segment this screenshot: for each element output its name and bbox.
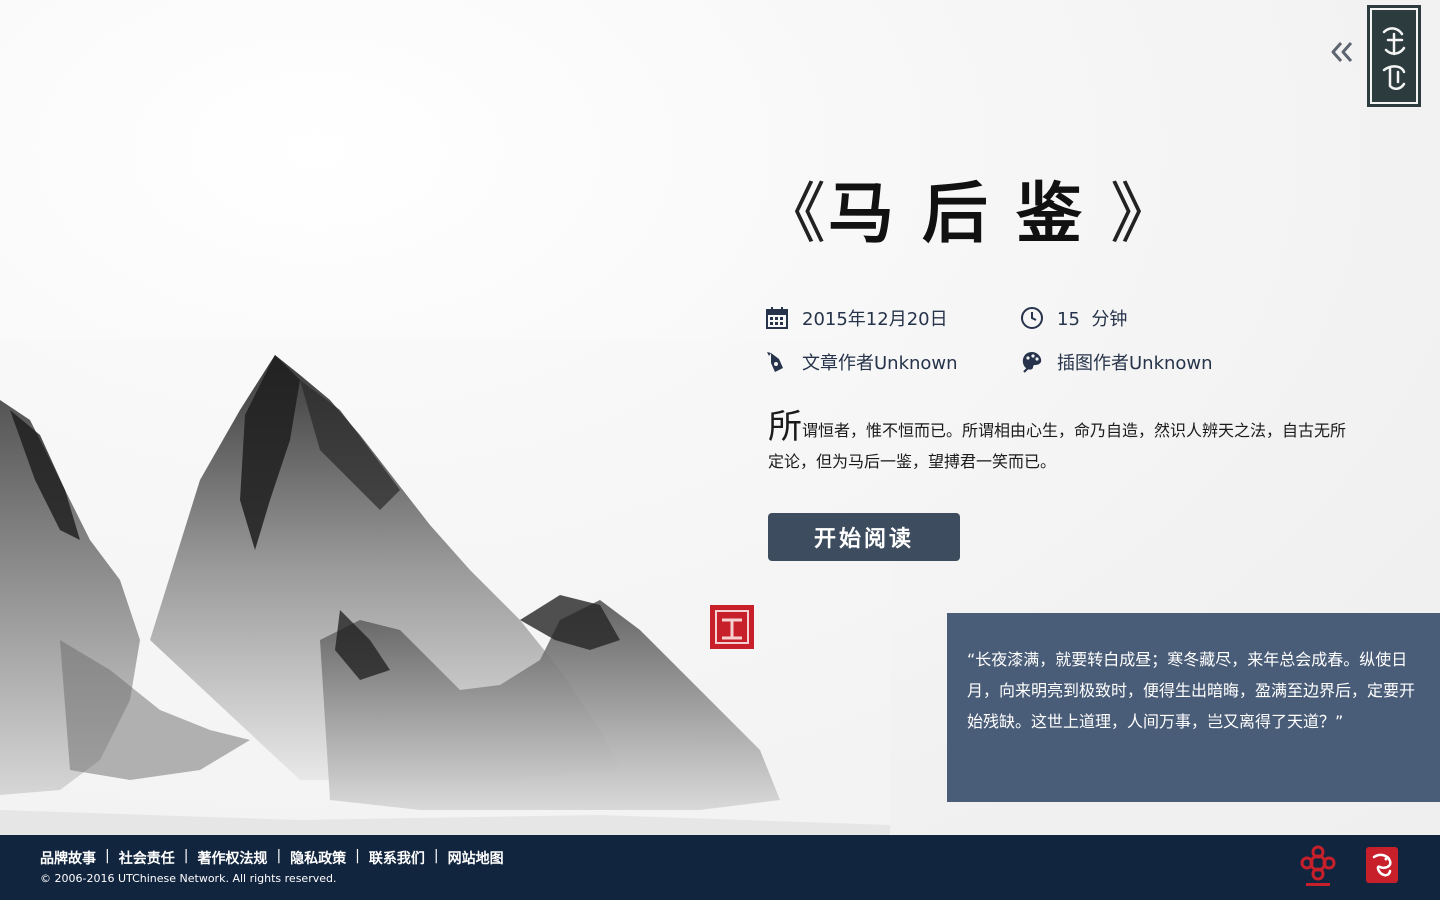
title-text: 马后鉴 bbox=[828, 174, 1110, 252]
publish-date: 2015年12月20日 bbox=[764, 304, 948, 332]
start-reading-button[interactable]: 开始阅读 bbox=[768, 513, 960, 561]
clock-icon bbox=[1019, 305, 1045, 331]
illustrator: 插图作者Unknown bbox=[1019, 348, 1213, 376]
footer-links: 品牌故事 | 社会责任 | 著作权法规 | 隐私政策 | 联系我们 | 网站地图 bbox=[40, 848, 504, 868]
illustrator-text: 插图作者Unknown bbox=[1057, 353, 1213, 374]
dragon-icon bbox=[1372, 853, 1392, 877]
calendar-icon bbox=[764, 305, 790, 331]
footer-link-contact-us[interactable]: 联系我们 bbox=[368, 851, 425, 867]
footer-separator: | bbox=[105, 848, 110, 864]
summary-text: 谓恒者，惟不恒而已。所谓相由心生，命乃自造，然识人辨天之法，自古无所定论，但为马… bbox=[768, 421, 1347, 471]
footer-link-social-responsibility[interactable]: 社会责任 bbox=[118, 851, 175, 867]
copyright-text: © 2006-2016 UTChinese Network. All right… bbox=[40, 872, 337, 885]
title-bracket-open: 《 bbox=[760, 175, 828, 252]
article-title: 《马后鉴》 bbox=[760, 168, 1220, 258]
footer-link-privacy-policy[interactable]: 隐私政策 bbox=[290, 851, 347, 867]
quote-text: “长夜漆满，就要转白成昼；寒冬藏尽，来年总会成春。纵使日月，向来明亮到极致时，便… bbox=[967, 650, 1416, 731]
article-summary: 所谓恒者，惟不恒而已。所谓相由心生，命乃自造，然识人辨天之法，自古无所定论，但为… bbox=[768, 410, 1358, 477]
palette-icon bbox=[1019, 349, 1045, 375]
calligraphy-logo-icon bbox=[1382, 27, 1406, 90]
flower-knot-logo-icon bbox=[1300, 845, 1336, 886]
article-author: 文章作者Unknown bbox=[764, 348, 958, 376]
footer: 品牌故事 | 社会责任 | 著作权法规 | 隐私政策 | 联系我们 | 网站地图… bbox=[0, 835, 1440, 900]
pen-nib-icon bbox=[764, 349, 790, 375]
quote-box: “长夜漆满，就要转白成昼；寒冬藏尽，来年总会成春。纵使日月，向来明亮到极致时，便… bbox=[947, 613, 1440, 802]
network-logo[interactable] bbox=[1298, 845, 1338, 889]
red-seal-stamp bbox=[710, 605, 754, 649]
dragon-seal-logo[interactable] bbox=[1366, 847, 1398, 883]
footer-separator: | bbox=[355, 848, 360, 864]
double-chevron-left-icon bbox=[1331, 42, 1353, 62]
title-bracket-close: 》 bbox=[1110, 175, 1178, 252]
footer-link-sitemap[interactable]: 网站地图 bbox=[447, 851, 504, 867]
collapse-panel-button[interactable] bbox=[1326, 38, 1358, 72]
ink-mountain-painting bbox=[0, 340, 890, 835]
footer-link-copyright-law[interactable]: 著作权法规 bbox=[197, 851, 268, 867]
reading-time-text: 15 分钟 bbox=[1057, 309, 1128, 330]
article-author-text: 文章作者Unknown bbox=[802, 353, 958, 374]
footer-separator: | bbox=[276, 848, 282, 864]
reading-time: 15 分钟 bbox=[1019, 304, 1127, 332]
footer-link-brand-story[interactable]: 品牌故事 bbox=[40, 851, 96, 867]
footer-separator: | bbox=[433, 848, 439, 864]
site-seal-logo[interactable] bbox=[1368, 6, 1420, 106]
publish-date-text: 2015年12月20日 bbox=[802, 309, 948, 330]
summary-dropcap: 所 bbox=[768, 407, 802, 447]
footer-separator: | bbox=[183, 848, 189, 864]
